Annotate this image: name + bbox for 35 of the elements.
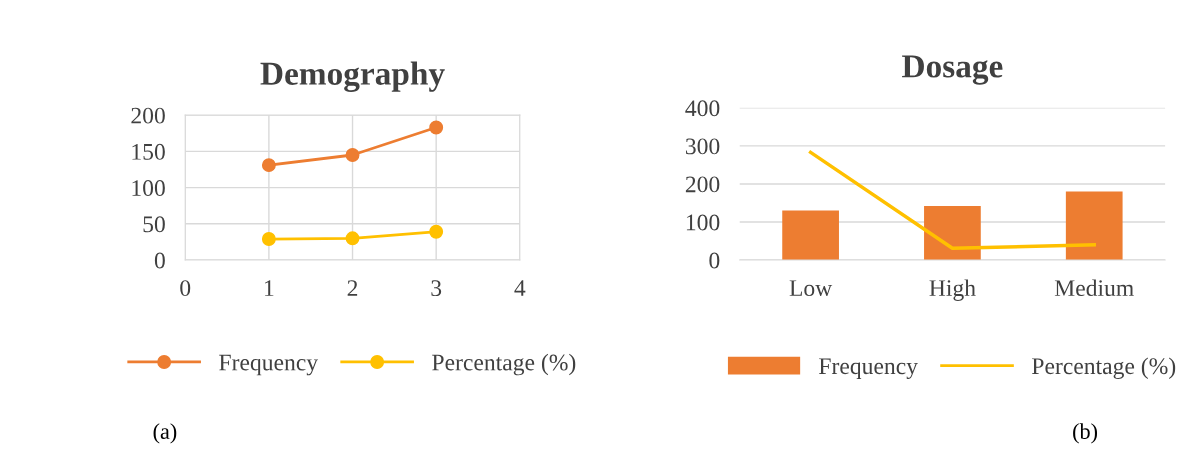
point bbox=[429, 120, 444, 135]
chart-title: Demography bbox=[260, 61, 445, 92]
bar bbox=[782, 210, 839, 261]
y-tick-label: 400 bbox=[685, 100, 720, 117]
legend-label: Frequency bbox=[819, 358, 918, 379]
legend-label: Frequency bbox=[219, 354, 319, 376]
y-tick-label: 300 bbox=[685, 138, 720, 155]
x-tick-label: 2 bbox=[347, 280, 358, 296]
y-tick-label: 150 bbox=[132, 143, 165, 160]
y-tick-label: 200 bbox=[685, 176, 720, 193]
text: (a) bbox=[153, 423, 177, 444]
legend-label: Percentage (%) bbox=[432, 353, 576, 376]
x-tick-label: 1 bbox=[265, 280, 274, 296]
y-tick-label: 0 bbox=[154, 252, 165, 269]
point bbox=[261, 158, 276, 173]
text: (b) bbox=[1073, 423, 1098, 444]
y-tick-label: 200 bbox=[131, 107, 165, 124]
point bbox=[429, 224, 444, 239]
x-tick-label: Medium bbox=[1054, 279, 1134, 297]
bar bbox=[924, 206, 981, 261]
y-tick-label: 0 bbox=[709, 252, 720, 269]
y-tick-label: 100 bbox=[132, 180, 165, 197]
bar bbox=[1065, 191, 1123, 261]
x-tick-label: 4 bbox=[514, 280, 526, 296]
point bbox=[345, 231, 360, 246]
chart-title: Dosage bbox=[902, 55, 1003, 85]
x-tick-label: High bbox=[929, 279, 976, 301]
legend-label: Percentage (%) bbox=[1032, 357, 1176, 379]
x-tick-label: Low bbox=[789, 280, 833, 297]
y-tick-label: 50 bbox=[143, 216, 165, 233]
point bbox=[261, 232, 276, 246]
y-tick-label: 100 bbox=[686, 214, 720, 231]
x-tick-label: 3 bbox=[431, 280, 442, 297]
point bbox=[345, 148, 360, 162]
x-tick-label: 0 bbox=[180, 280, 191, 297]
